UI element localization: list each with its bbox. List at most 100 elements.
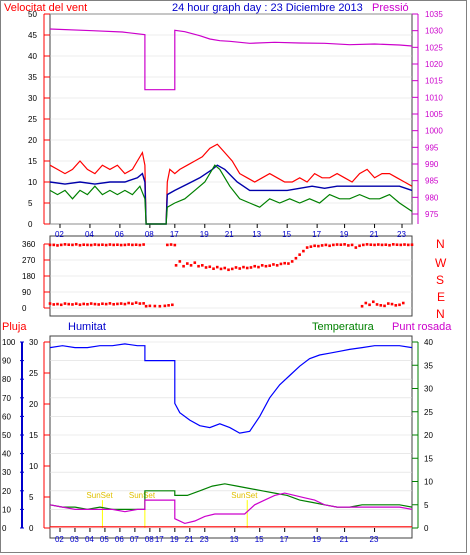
direction-point xyxy=(234,266,238,269)
temperature-tick-label: 35 xyxy=(424,361,433,370)
direction-point xyxy=(320,244,324,247)
humidity-tick-label: 20 xyxy=(2,487,11,496)
direction-point xyxy=(347,244,350,247)
rain-tick-label: 10 xyxy=(29,462,38,471)
direction-point xyxy=(406,243,410,247)
direction-point xyxy=(362,243,365,247)
dir-label-w: W xyxy=(435,256,447,270)
direction-point xyxy=(212,267,215,271)
humidity-x-tick-label: 19 xyxy=(170,535,179,544)
direction-point xyxy=(204,266,208,269)
direction-point xyxy=(74,243,78,246)
direction-point xyxy=(364,301,368,305)
direction-point xyxy=(283,261,286,265)
direction-point xyxy=(108,243,112,246)
direction-point xyxy=(101,243,104,247)
sunset-label: SunSet xyxy=(231,491,258,500)
direction-point xyxy=(171,303,174,307)
wind-x-tick-label: 02 xyxy=(55,230,64,239)
legend-rain: Pluja xyxy=(2,321,27,333)
pressure-series-line xyxy=(49,28,413,91)
direction-point xyxy=(309,245,313,248)
direction-point xyxy=(375,303,379,306)
direction-point xyxy=(48,302,52,305)
direction-point xyxy=(78,243,82,247)
sunset-label: SunSet xyxy=(86,491,113,500)
direction-point xyxy=(186,262,189,265)
direction-point xyxy=(52,303,56,306)
direction-point xyxy=(279,262,283,266)
wind-series-line xyxy=(49,143,413,225)
direction-point xyxy=(127,301,130,305)
wind-tick-label: 40 xyxy=(28,52,37,61)
humidity-series-line xyxy=(49,343,413,434)
direction-point xyxy=(134,243,138,247)
direction-point xyxy=(78,303,82,306)
humidity-tick-label: 70 xyxy=(2,394,11,403)
direction-point xyxy=(82,243,86,247)
humidity-x-tick-label: 19 xyxy=(312,535,321,544)
pressure-tick-label: 1030 xyxy=(425,27,443,36)
temperature-tick-label: 10 xyxy=(424,478,433,487)
direction-point xyxy=(230,267,234,271)
direction-point xyxy=(287,262,290,265)
direction-point xyxy=(158,304,162,308)
direction-point xyxy=(131,302,134,306)
direction-point xyxy=(178,260,182,263)
direction-point xyxy=(383,304,386,308)
wind-tick-label: 30 xyxy=(28,94,37,103)
dewpoint-series-line xyxy=(49,492,413,525)
direction-point xyxy=(354,246,358,249)
wind-x-tick-label: 19 xyxy=(340,230,349,239)
direction-point xyxy=(398,303,401,307)
humidity-tick-label: 60 xyxy=(2,412,11,421)
direction-point xyxy=(131,243,134,247)
direction-point xyxy=(52,243,56,247)
direction-point xyxy=(215,265,219,269)
humidity-x-tick-label: 15 xyxy=(255,535,264,544)
direction-point xyxy=(67,243,71,247)
direction-point xyxy=(82,302,86,306)
rain-tick-label: 15 xyxy=(29,431,38,440)
wind-x-tick-label: 04 xyxy=(85,230,94,239)
direction-point xyxy=(108,302,112,305)
direction-point xyxy=(317,244,320,248)
direction-point xyxy=(104,302,108,306)
direction-point xyxy=(67,302,71,306)
direction-point xyxy=(200,264,204,267)
temperature-tick-label: 15 xyxy=(424,454,433,463)
direction-point xyxy=(89,243,93,247)
direction-point xyxy=(173,243,177,247)
wind-x-tick-label: 19 xyxy=(200,230,209,239)
dir-label-s: S xyxy=(436,273,444,287)
direction-point xyxy=(86,302,89,306)
direction-point xyxy=(394,304,398,307)
humidity-tick-label: 40 xyxy=(2,450,11,459)
direction-point xyxy=(219,267,223,271)
humidity-tick-label: 10 xyxy=(2,505,11,514)
direction-point xyxy=(127,243,130,246)
humidity-x-tick-label: 03 xyxy=(70,535,79,544)
wind-x-tick-label: 15 xyxy=(282,230,291,239)
direction-point xyxy=(169,243,173,246)
direction-point xyxy=(290,260,294,263)
dir-label-e: E xyxy=(437,290,445,304)
direction-point xyxy=(56,244,59,247)
direction-point xyxy=(167,304,170,307)
direction-point xyxy=(223,266,227,270)
pressure-tick-label: 995 xyxy=(425,143,439,152)
rain-tick-label: 30 xyxy=(29,338,38,347)
direction-point xyxy=(71,243,74,247)
pressure-tick-label: 1015 xyxy=(425,77,443,86)
direction-point xyxy=(388,243,391,247)
humidity-x-tick-label: 21 xyxy=(185,535,194,544)
direction-point xyxy=(163,304,167,308)
direction-point xyxy=(116,243,119,247)
direction-point xyxy=(390,302,394,306)
pressure-tick-label: 1020 xyxy=(425,60,443,69)
humidity-x-tick-label: 21 xyxy=(340,535,349,544)
wind-x-tick-label: 17 xyxy=(170,230,179,239)
direction-point xyxy=(350,243,354,247)
wind-x-tick-label: 08 xyxy=(145,230,154,239)
